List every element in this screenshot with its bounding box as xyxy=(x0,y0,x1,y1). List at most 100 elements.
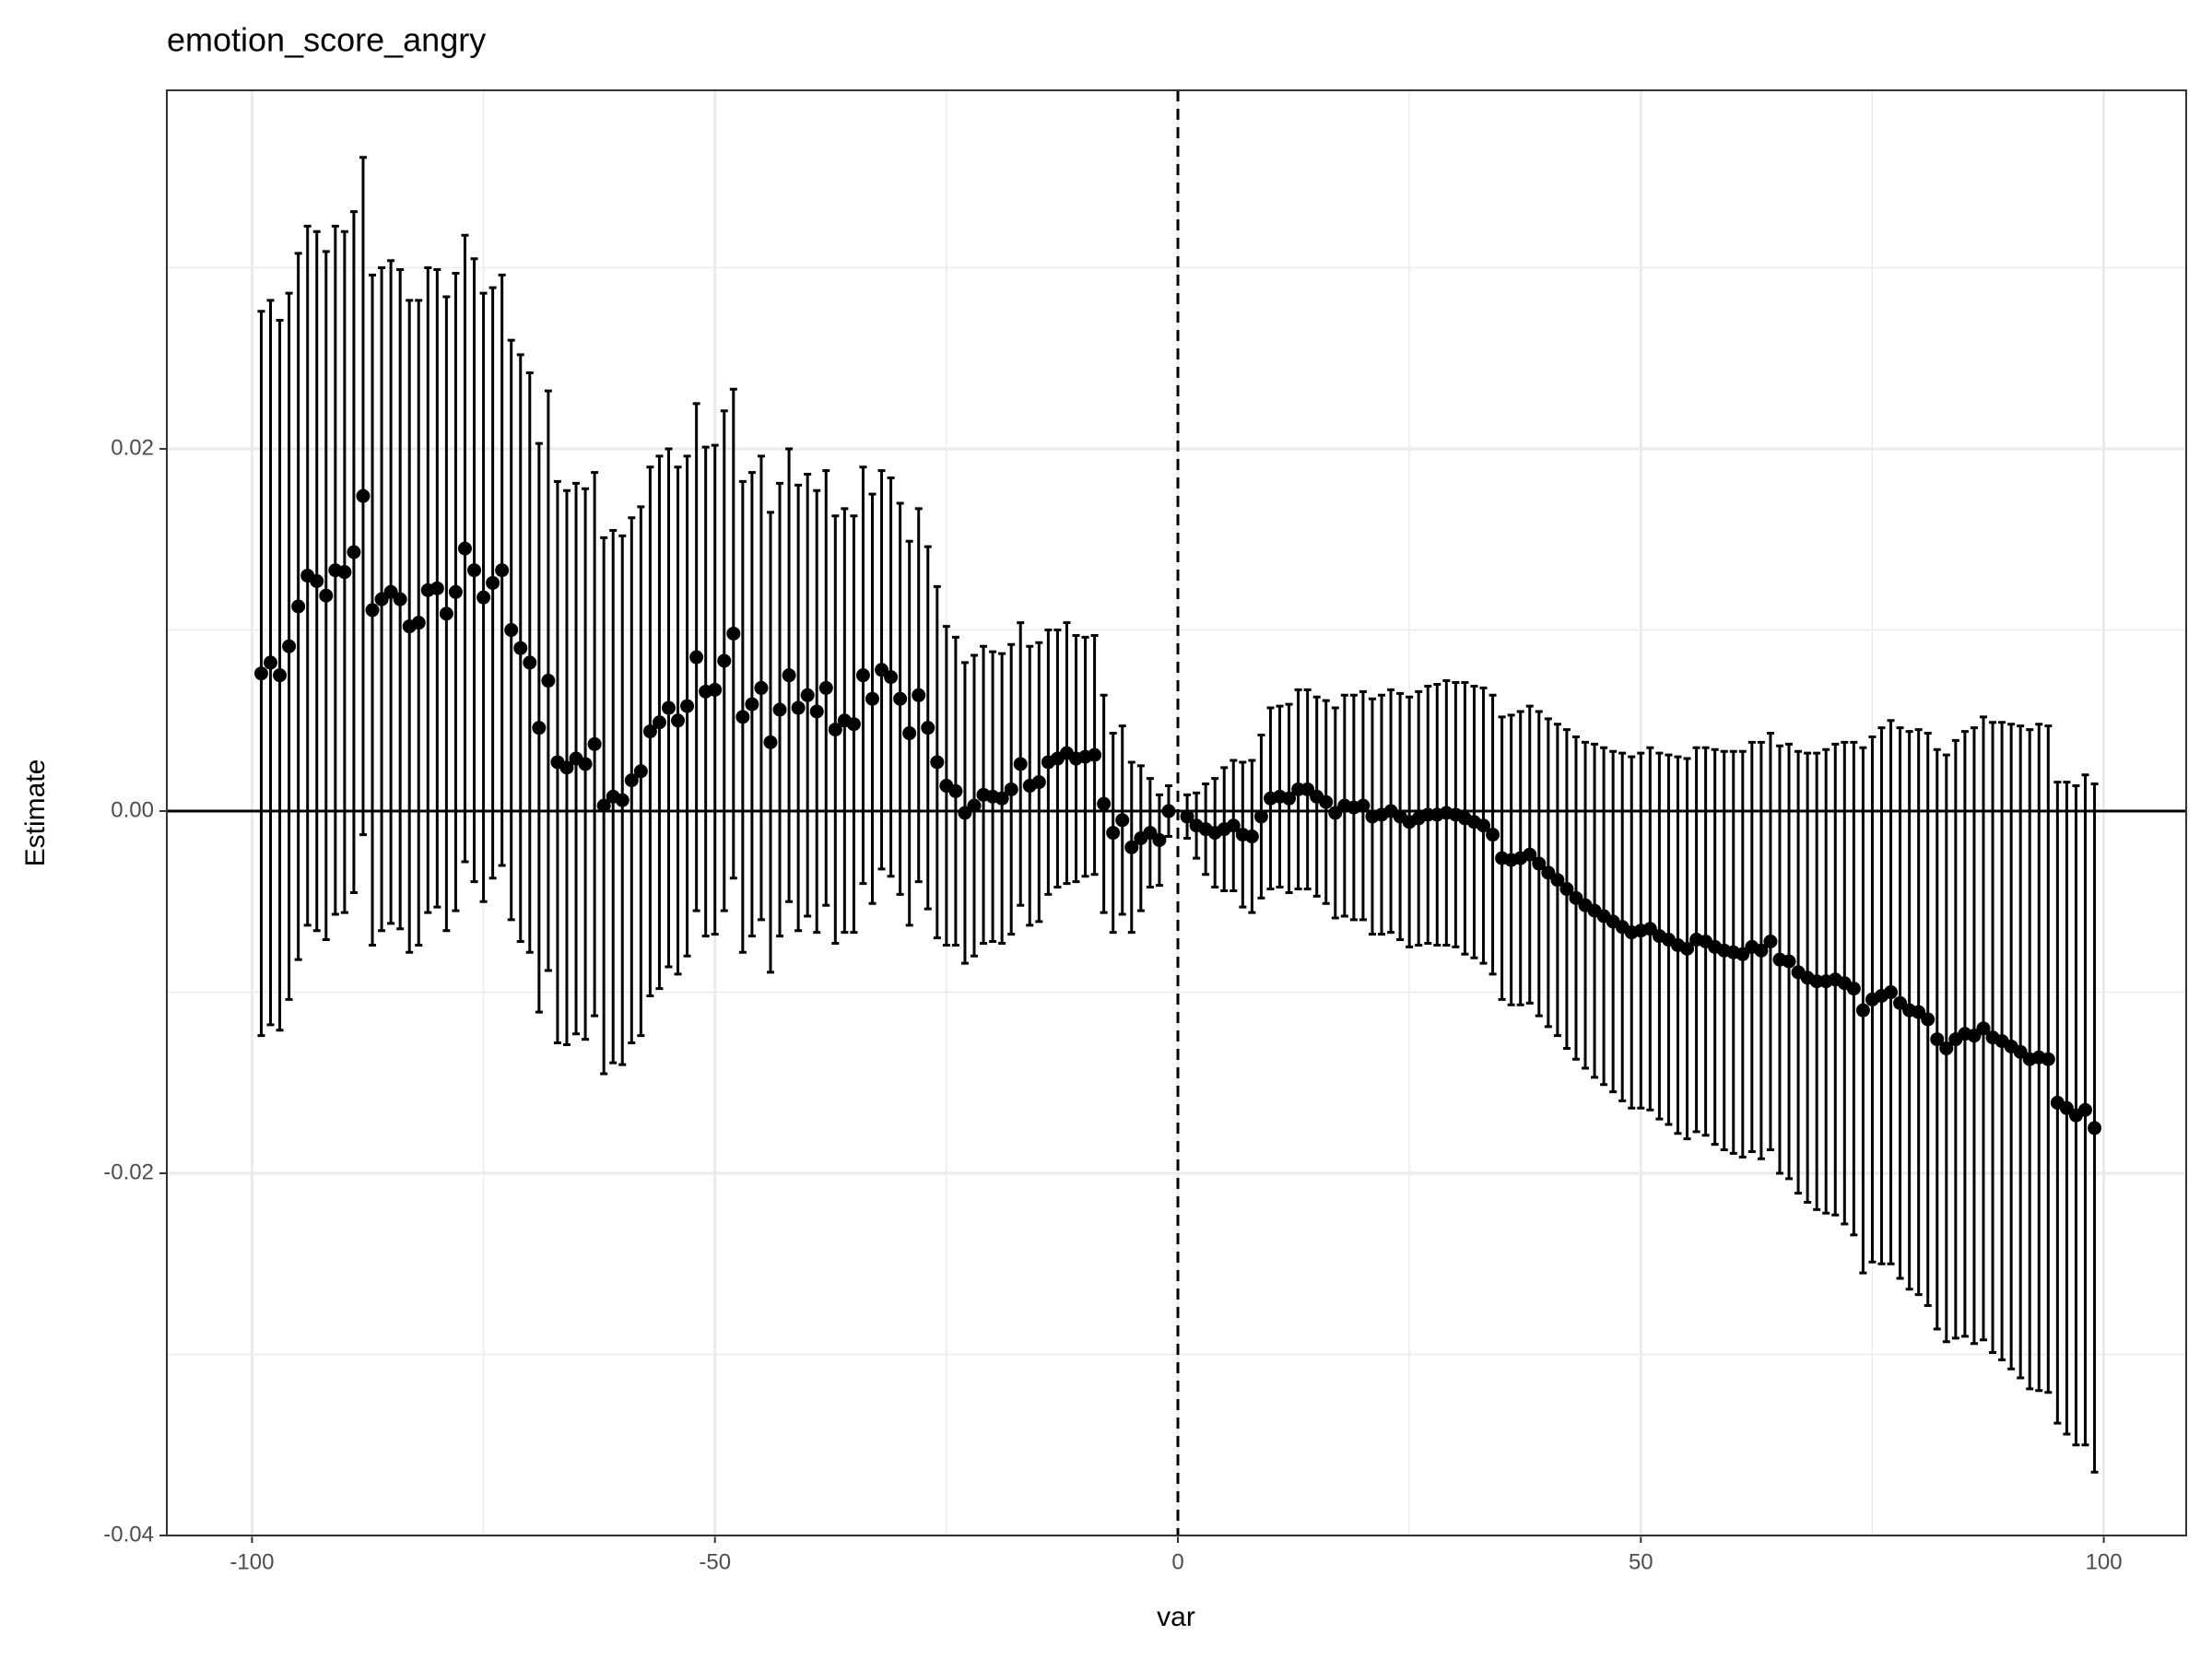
x-tick-label: 50 xyxy=(1629,1549,1653,1574)
point xyxy=(1319,794,1334,809)
point xyxy=(1106,826,1121,841)
point xyxy=(1532,856,1547,871)
y-tick-label: 0.02 xyxy=(111,435,154,460)
point xyxy=(439,606,453,621)
point xyxy=(633,764,648,779)
point xyxy=(624,773,639,788)
point xyxy=(1328,806,1343,820)
y-tick-label: 0.00 xyxy=(111,797,154,822)
point xyxy=(347,545,361,559)
point xyxy=(1569,890,1583,905)
point xyxy=(2059,1100,2074,1115)
point xyxy=(828,723,842,737)
point xyxy=(912,688,926,702)
point xyxy=(273,668,288,683)
point xyxy=(1143,826,1158,841)
point xyxy=(1893,995,1908,1010)
y-axis-label: Estimate xyxy=(20,759,51,867)
point xyxy=(809,704,824,719)
point xyxy=(1486,828,1500,842)
point xyxy=(652,715,666,730)
point xyxy=(893,691,908,706)
point xyxy=(763,735,778,749)
point xyxy=(1124,840,1139,854)
point xyxy=(2088,1121,2102,1135)
point xyxy=(264,655,278,670)
point xyxy=(1735,947,1750,961)
point xyxy=(1855,1003,1870,1018)
point xyxy=(587,736,602,751)
point xyxy=(884,670,899,685)
point xyxy=(800,688,815,702)
point xyxy=(717,653,732,668)
point xyxy=(902,726,917,741)
point xyxy=(1782,954,1796,969)
point xyxy=(467,563,482,578)
point xyxy=(1559,882,1574,897)
point xyxy=(680,699,695,713)
y-tick-label: -0.04 xyxy=(103,1522,154,1547)
point xyxy=(1523,847,1537,862)
point xyxy=(661,700,676,715)
point xyxy=(411,616,426,630)
point xyxy=(930,755,945,770)
point xyxy=(726,626,741,641)
point xyxy=(1004,782,1018,796)
point xyxy=(615,793,629,807)
point xyxy=(319,588,334,603)
point xyxy=(504,623,519,638)
point xyxy=(1013,757,1028,771)
point xyxy=(1884,985,1899,1000)
point xyxy=(818,680,833,695)
point xyxy=(356,488,371,503)
point xyxy=(1152,832,1167,847)
point xyxy=(1356,798,1371,813)
point xyxy=(1763,935,1778,949)
point xyxy=(875,663,889,677)
point xyxy=(374,592,389,606)
point xyxy=(948,783,963,798)
point xyxy=(1300,782,1315,796)
point xyxy=(921,721,935,735)
point xyxy=(745,697,759,712)
point xyxy=(1967,1029,1982,1043)
panel-border xyxy=(166,89,2187,1536)
point xyxy=(291,599,306,614)
point xyxy=(532,721,547,735)
point xyxy=(578,757,593,771)
point xyxy=(1253,809,1268,824)
point xyxy=(495,563,510,578)
point xyxy=(1846,982,1861,996)
point xyxy=(523,655,537,670)
point xyxy=(855,668,870,683)
point xyxy=(1477,818,1491,833)
point xyxy=(393,592,407,606)
point xyxy=(486,575,500,590)
point xyxy=(477,590,491,605)
point xyxy=(689,650,704,665)
point xyxy=(253,666,268,681)
point xyxy=(2041,1052,2055,1066)
point xyxy=(457,541,472,556)
point xyxy=(1930,1032,1945,1047)
point xyxy=(1642,922,1657,936)
point xyxy=(559,760,574,775)
point xyxy=(671,713,686,728)
x-tick-label: -50 xyxy=(699,1549,731,1574)
point xyxy=(1161,804,1176,818)
point xyxy=(541,674,556,688)
chart-title: emotion_score_angry xyxy=(167,21,486,59)
point xyxy=(1244,830,1259,844)
point xyxy=(772,702,787,717)
point xyxy=(1976,1021,1991,1036)
point xyxy=(310,573,324,588)
x-axis-label: var xyxy=(1157,1602,1195,1632)
point xyxy=(754,680,769,695)
point xyxy=(642,724,657,739)
point xyxy=(1921,1012,1936,1027)
point xyxy=(708,682,723,697)
point xyxy=(1115,813,1130,828)
point xyxy=(1680,941,1695,956)
